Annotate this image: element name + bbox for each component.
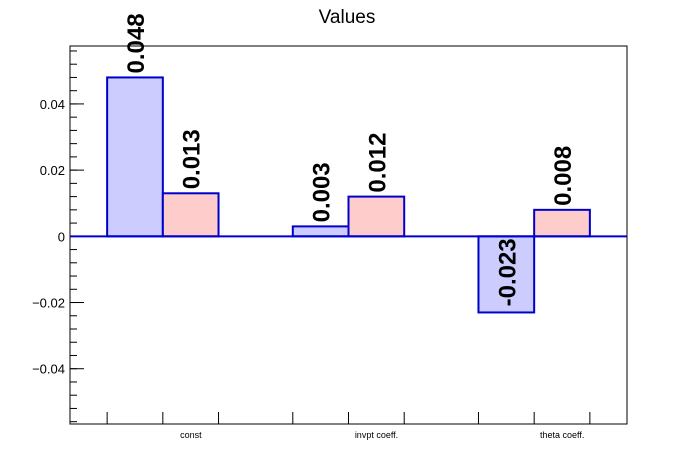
data-label: 0.013 (179, 129, 206, 189)
x-tick-label: invpt coeff. (355, 430, 398, 440)
y-tick-label: −0.04 (32, 362, 65, 377)
y-tick-label: 0.02 (40, 163, 65, 178)
chart-title: Values (319, 7, 376, 28)
x-tick-label: theta coeff. (540, 430, 584, 440)
bar (291, 225, 350, 238)
plot-area: −0.04 −0.02 0 0.02 0.04 const 0.048 0.013 invpt … (32, 13, 628, 440)
data-label: 0.048 (123, 13, 150, 73)
bar (533, 208, 591, 238)
y-tick-label: 0.04 (40, 97, 65, 112)
bar (161, 192, 220, 238)
bar (477, 235, 536, 314)
data-label: -0.023 (494, 238, 521, 306)
bar (347, 195, 406, 238)
y-tick-label: 0 (58, 229, 65, 244)
y-tick-label: −0.02 (32, 296, 65, 311)
data-label: 0.008 (550, 146, 577, 206)
data-label: 0.012 (364, 133, 391, 193)
x-tick-label: const (180, 430, 202, 440)
bar (106, 76, 164, 238)
data-label: 0.003 (309, 162, 336, 222)
